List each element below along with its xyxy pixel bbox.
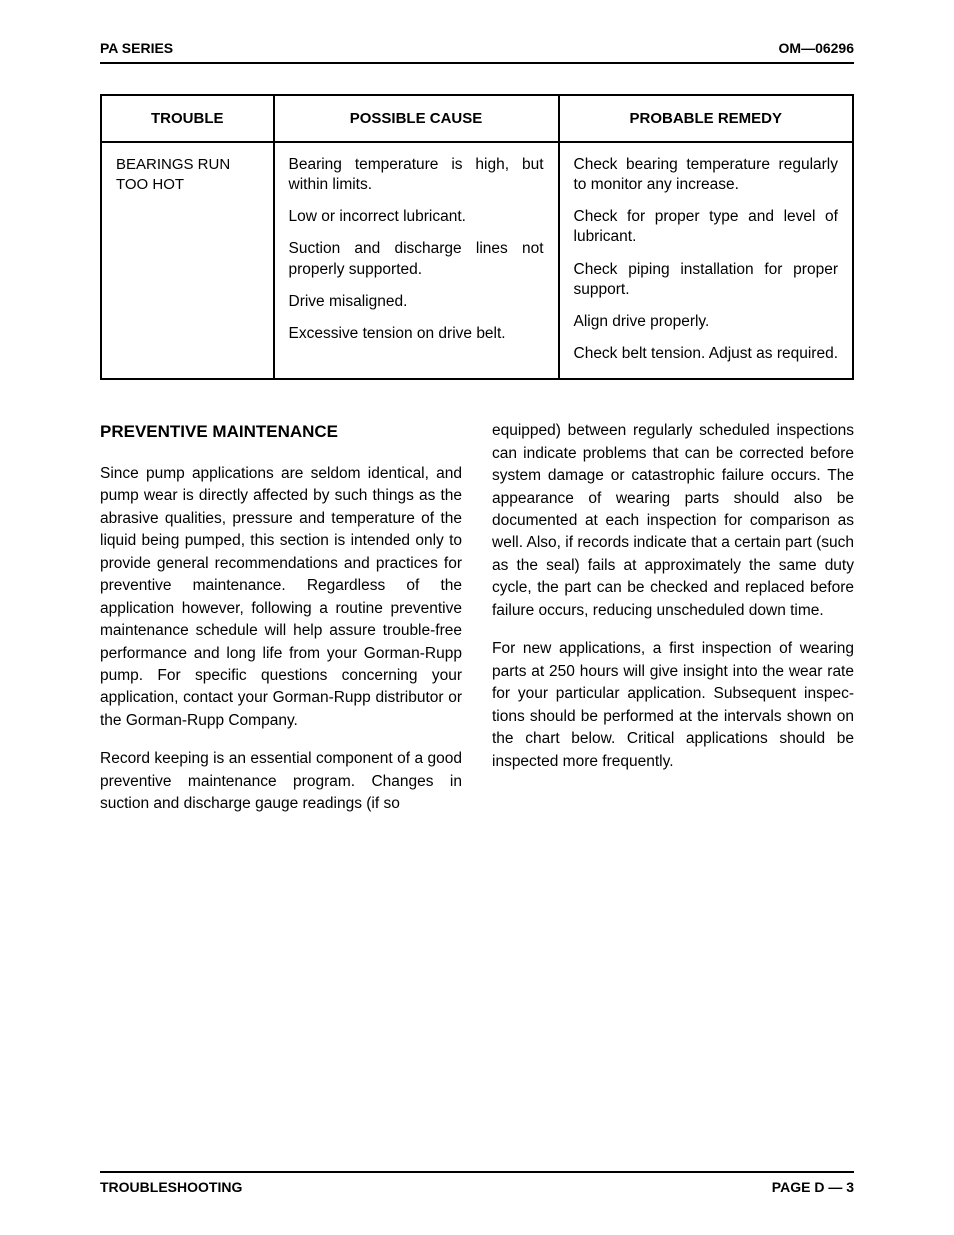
body-paragraph: Since pump applications are seldom ident…	[100, 463, 462, 733]
trouble-label: BEARINGS RUN TOO HOT	[116, 155, 259, 196]
remedy-item: Check bearing temperature regu­larly to …	[574, 155, 839, 195]
header-series: PA SERIES	[100, 40, 173, 56]
cause-item: Low or incorrect lubricant.	[289, 207, 544, 227]
cause-item: Suction and discharge lines not prop­erl…	[289, 239, 544, 279]
body-left-column: PREVENTIVE MAINTENANCE Since pump applic…	[100, 420, 462, 816]
cause-cell: Bearing temperature is high, but within …	[275, 143, 560, 378]
cause-item: Bearing temperature is high, but within …	[289, 155, 544, 195]
table-row: BEARINGS RUN TOO HOT Bearing temperature…	[102, 143, 852, 378]
document-page: PA SERIES OM—06296 TROUBLE POSSIBLE CAUS…	[0, 0, 954, 1235]
cause-item: Excessive tension on drive belt.	[289, 324, 544, 344]
header-doc-number: OM—06296	[779, 40, 854, 56]
footer-page-number: PAGE D — 3	[772, 1179, 854, 1195]
table-header-remedy: PROBABLE REMEDY	[560, 96, 853, 143]
table-header-cause: POSSIBLE CAUSE	[275, 96, 560, 143]
body-content: PREVENTIVE MAINTENANCE Since pump applic…	[100, 420, 854, 816]
troubleshooting-table: TROUBLE POSSIBLE CAUSE PROBABLE REMEDY B…	[100, 94, 854, 380]
cause-item: Drive misaligned.	[289, 292, 544, 312]
trouble-cell: BEARINGS RUN TOO HOT	[102, 143, 275, 378]
remedy-item: Check for proper type and level of lubri…	[574, 207, 839, 247]
page-header: PA SERIES OM—06296	[100, 40, 854, 64]
table-header-row: TROUBLE POSSIBLE CAUSE PROBABLE REMEDY	[102, 96, 852, 143]
page-footer: TROUBLESHOOTING PAGE D — 3	[100, 1171, 854, 1195]
body-paragraph: For new applications, a first inspection…	[492, 638, 854, 773]
remedy-cell: Check bearing temperature regu­larly to …	[560, 143, 853, 378]
body-paragraph: equipped) between regularly scheduled in…	[492, 420, 854, 622]
remedy-item: Check belt tension. Adjust as re­quired.	[574, 344, 839, 364]
footer-section: TROUBLESHOOTING	[100, 1179, 242, 1195]
section-title: PREVENTIVE MAINTENANCE	[100, 420, 462, 445]
table-header-trouble: TROUBLE	[102, 96, 275, 143]
remedy-item: Check piping installation for proper sup…	[574, 260, 839, 300]
body-right-column: equipped) between regularly scheduled in…	[492, 420, 854, 816]
body-paragraph: Record keeping is an essential component…	[100, 748, 462, 815]
remedy-item: Align drive properly.	[574, 312, 839, 332]
